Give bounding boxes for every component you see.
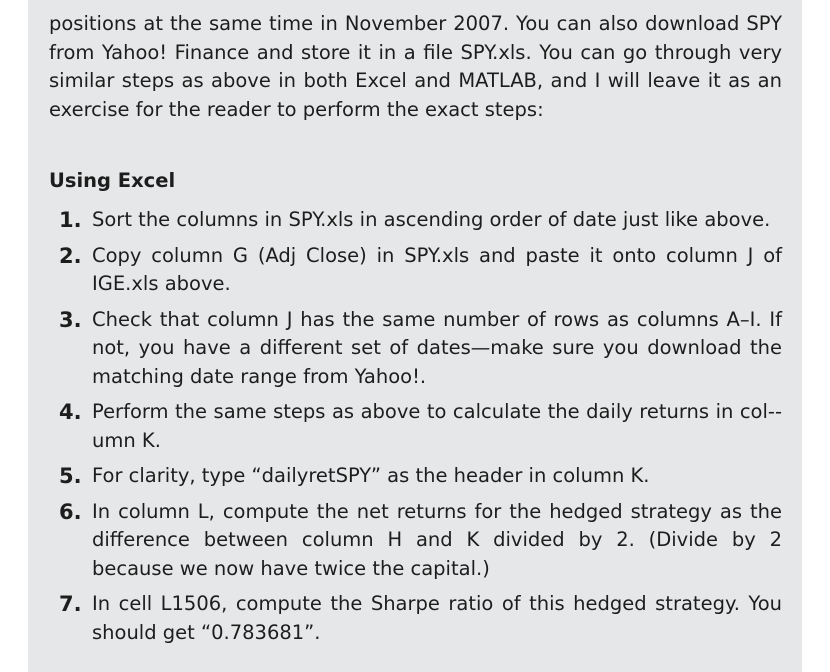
section-heading: Using Excel [49, 169, 176, 192]
list-item: 6. In column L, compute the net returns f… [49, 498, 782, 584]
step-number: 2. [59, 243, 82, 268]
step-text: Perform the same steps as above to calcu… [92, 400, 782, 452]
intro-paragraph: positions at the same time in November 2… [49, 12, 782, 121]
list-item: 5. For clarity, type “dailyretSPY” as the… [49, 462, 782, 491]
step-number: 7. [59, 592, 82, 616]
step-number: 6. [59, 499, 82, 524]
sidebar-box: positions at the same time in November 2… [28, 0, 802, 672]
step-number: 3. [59, 307, 82, 332]
step-number: 5. [59, 464, 82, 488]
list-item: 2. Copy column G (Adj Close) in SPY.xls a… [49, 242, 782, 299]
list-item: 7. In cell L1506, compute the Sharpe rati… [49, 590, 782, 647]
step-text: In column L, compute the net returns for… [92, 499, 782, 580]
step-text: In cell L1506, compute the Sharpe ratio … [92, 592, 782, 644]
step-text: Sort the columns in SPY.xls in ascending… [92, 208, 771, 231]
list-item: 3. Check that column J has the same numbe… [49, 306, 782, 392]
step-text: Check that column J has the same number … [92, 307, 782, 388]
step-text: Copy column G (Adj Close) in SPY.xls and… [92, 243, 782, 296]
step-number: 4. [59, 400, 82, 424]
list-item: 1. Sort the columns in SPY.xls in ascendi… [49, 206, 782, 235]
steps-list: 1. Sort the columns in SPY.xls in ascendi… [49, 206, 782, 647]
step-text: For clarity, type “dailyretSPY” as the h… [92, 464, 650, 487]
list-item: 4. Perform the same steps as above to cal… [49, 398, 782, 455]
step-number: 1. [59, 208, 82, 232]
